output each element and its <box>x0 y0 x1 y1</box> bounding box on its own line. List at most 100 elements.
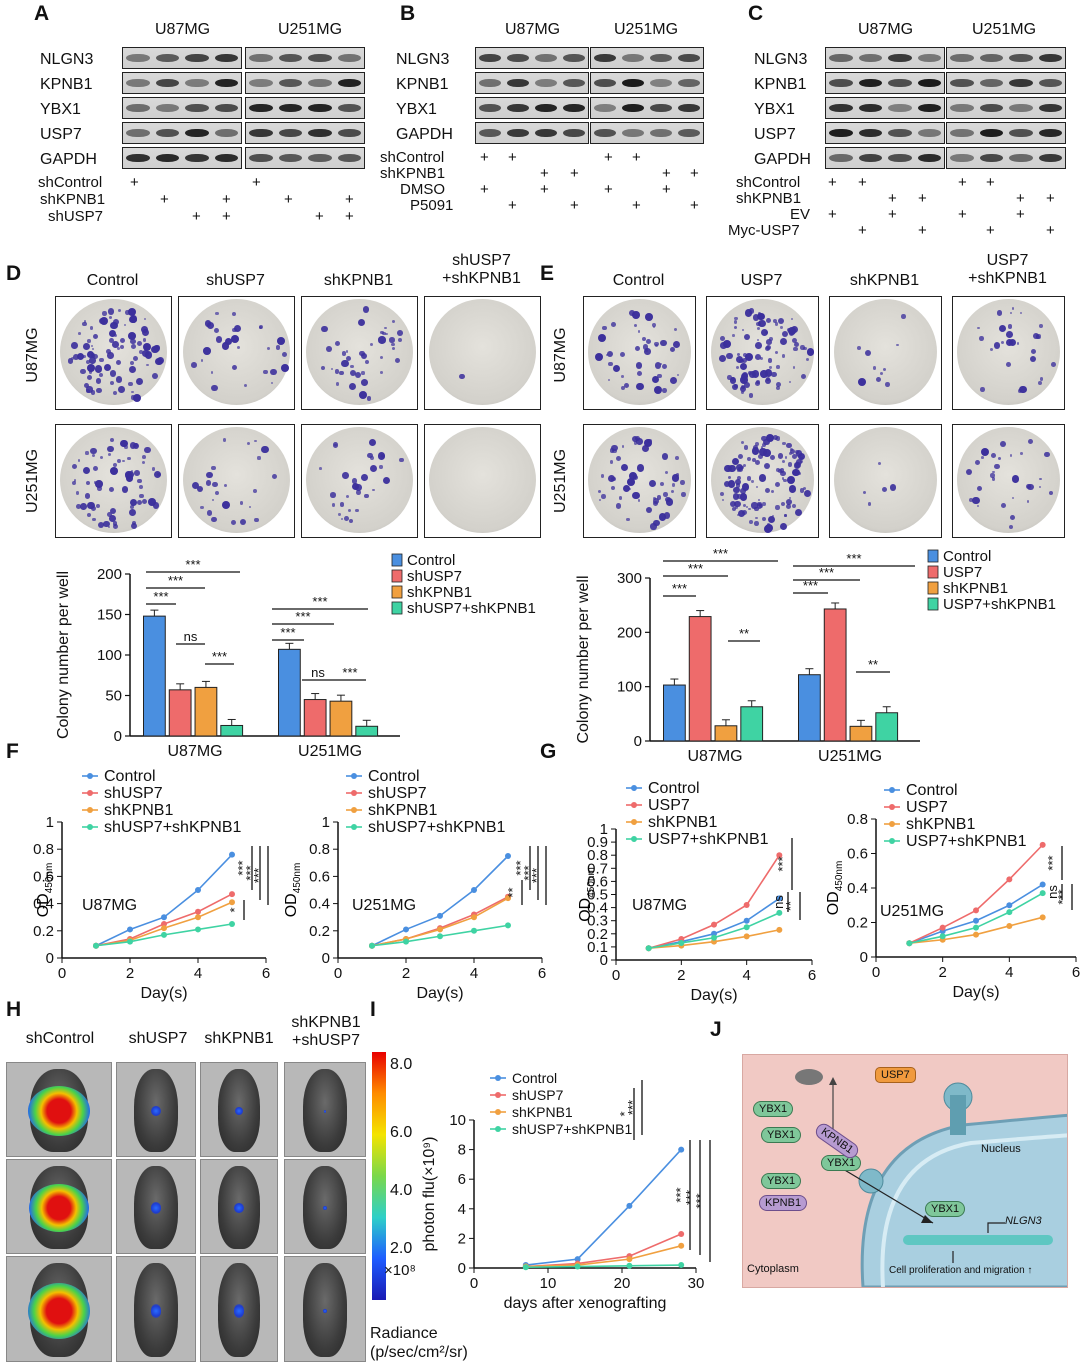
colony-dot <box>80 368 86 375</box>
condition-label: shUSP7 <box>48 208 104 225</box>
legend-marker <box>351 790 357 796</box>
colony-dot <box>82 467 91 475</box>
colony-dot <box>97 521 105 529</box>
protein-band <box>829 53 853 63</box>
colony-dot <box>765 488 771 494</box>
y-axis-label: photon flu(×10⁹) <box>421 1137 438 1252</box>
legend-label: shKPNB1 <box>407 584 472 601</box>
colony-dot <box>391 342 395 347</box>
protein-band <box>214 53 238 63</box>
data-point <box>505 922 511 929</box>
data-point <box>678 938 685 945</box>
colony-dot <box>215 336 223 343</box>
plate-row-label: U87MG <box>552 327 569 383</box>
protein-band <box>858 128 882 138</box>
protein-band <box>535 103 557 113</box>
colony-dot <box>254 439 257 442</box>
colony-dot <box>996 310 1003 316</box>
gene-label: NLGN3 <box>1005 1215 1042 1227</box>
colony-dot <box>330 367 333 371</box>
plus-mark: + <box>986 222 995 239</box>
protein-band <box>594 103 616 113</box>
significance-label: *** <box>693 1193 708 1208</box>
colony-dot <box>616 503 622 509</box>
colony-dot <box>231 364 238 371</box>
significance-label: *** <box>521 865 536 880</box>
data-point <box>574 1262 581 1269</box>
protein-band <box>888 128 912 138</box>
legend-label: shUSP7+shKPNB1 <box>368 819 506 836</box>
colony-dot <box>600 474 605 478</box>
protein-band <box>155 153 179 163</box>
colony-dot <box>757 327 761 331</box>
colony-dot <box>127 308 136 317</box>
colony-dot <box>776 386 781 391</box>
colony-dot <box>67 358 74 365</box>
usp7-node: USP7 <box>875 1067 916 1083</box>
bioluminescence-signal <box>323 1110 327 1113</box>
colony-dot <box>85 359 91 364</box>
colony-dot <box>280 364 289 372</box>
series-line <box>525 1149 682 1266</box>
protein-band <box>858 153 882 163</box>
colony-dot <box>90 352 96 358</box>
colony-dot <box>736 355 744 363</box>
y-axis-label: OD450nm <box>283 863 303 918</box>
colony-dot <box>240 519 247 526</box>
protein-band <box>950 53 974 63</box>
significance-label: * <box>227 907 242 912</box>
blot-strip <box>946 47 1066 69</box>
x-tick-label: 20 <box>614 1275 631 1292</box>
colony-dot <box>760 357 764 361</box>
data-point <box>678 936 685 943</box>
blot-strip <box>946 147 1066 169</box>
colony-dot <box>340 517 344 521</box>
culture-well <box>178 424 295 538</box>
colony-dot <box>86 350 95 359</box>
colony-dot <box>1006 330 1014 338</box>
colony-dot <box>136 499 142 505</box>
panel-label-J: J <box>710 1018 722 1041</box>
culture-dish <box>183 299 290 405</box>
legend-swatch <box>391 553 403 567</box>
kpnb1-node: KPNB1 <box>759 1195 808 1211</box>
significance-label: ns <box>184 629 198 644</box>
colony-dot <box>1038 485 1042 489</box>
protein-band <box>126 103 150 113</box>
colony-dot <box>767 358 773 363</box>
plus-mark: + <box>662 165 671 182</box>
y-tick-label: 0 <box>458 1260 466 1277</box>
colony-dot <box>660 339 667 347</box>
x-tick-label: 2 <box>402 965 410 982</box>
bioluminescence-signal <box>150 1304 162 1318</box>
protein-band <box>829 103 853 113</box>
colony-dot <box>215 312 219 316</box>
data-point <box>437 933 443 940</box>
imaging-column-header: shKPNB1 <box>204 1030 274 1047</box>
colony-dot <box>71 342 78 349</box>
legend-label: USP7+shKPNB1 <box>648 831 769 848</box>
legend-label: Control <box>368 768 420 785</box>
legend-marker <box>631 836 637 842</box>
colony-dot <box>746 476 752 481</box>
legend-marker <box>495 1092 501 1098</box>
colony-dot <box>755 441 760 446</box>
colony-dot <box>366 396 372 402</box>
colony-dot <box>777 317 784 324</box>
colony-dot <box>345 355 351 361</box>
data-point <box>403 935 409 942</box>
colony-dot <box>231 311 236 316</box>
blot-strip <box>122 47 242 69</box>
colony-dot <box>270 368 277 375</box>
colony-dot <box>196 485 204 493</box>
condition-label: shKPNB1 <box>736 190 802 207</box>
data-point <box>678 1262 685 1269</box>
colony-dot <box>109 338 115 344</box>
colony-dot <box>636 464 645 472</box>
condition-label: EV <box>790 206 811 223</box>
colony-dot <box>345 494 349 498</box>
colony-dot <box>356 490 361 496</box>
protein-band <box>917 153 941 163</box>
colony-dot <box>760 446 764 449</box>
culture-well <box>829 424 942 538</box>
